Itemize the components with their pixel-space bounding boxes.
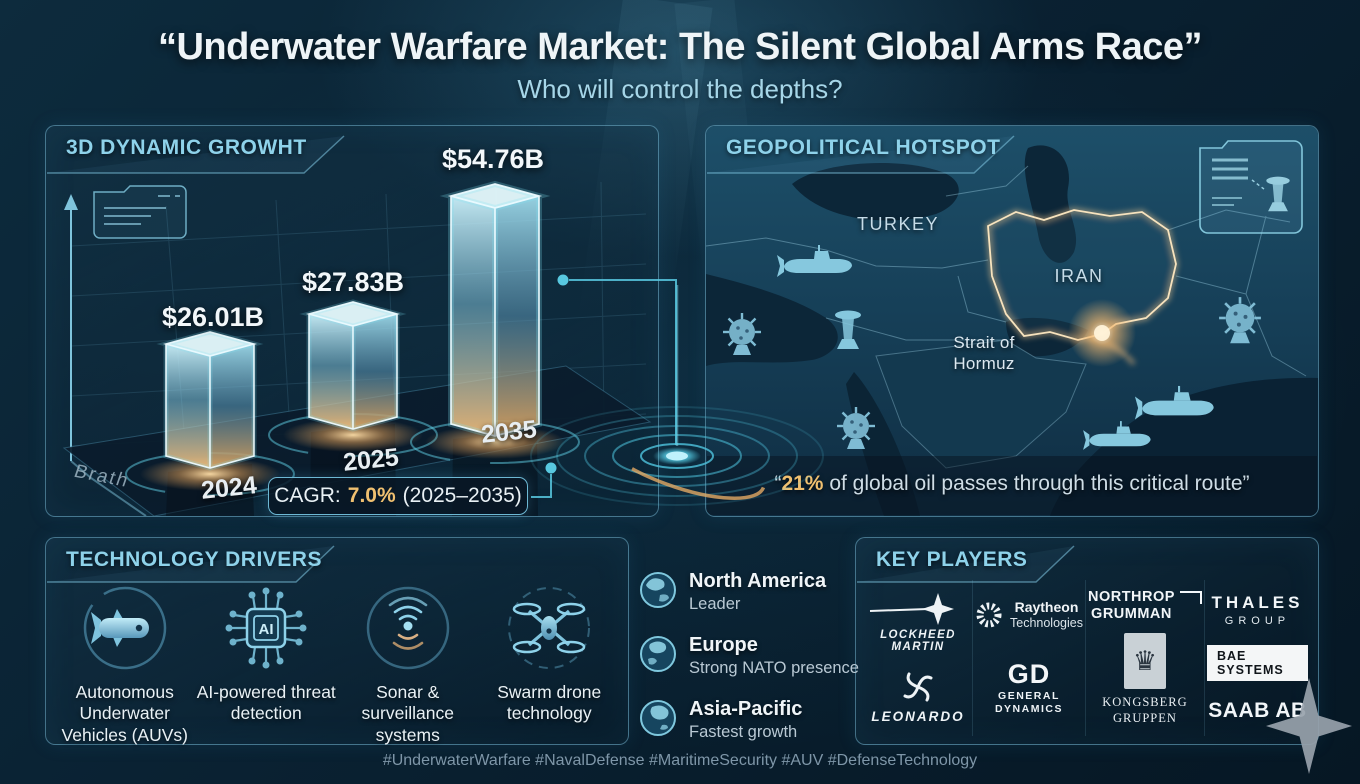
region-desc: Strong NATO presence	[689, 659, 859, 677]
players-column-3: NORTHROP GRUMMAN ♛ KONGSBERG GRUPPEN	[1084, 580, 1204, 736]
logo-lockheed-martin: LOCKHEED MARTIN	[866, 592, 970, 653]
tech-label: Swarm drone technology	[497, 682, 602, 724]
hud-panel-icon	[1199, 140, 1303, 234]
region-name: North America	[689, 570, 827, 592]
iran-outline	[985, 207, 1179, 343]
regions-list: North America Leader Europe Strong NATO …	[638, 570, 870, 762]
bar-2024	[156, 329, 264, 471]
label-strait-of-hormuz: Strait of Hormuz	[953, 333, 1015, 374]
tech-items: Autonomous Underwater Vehicles (AUVs)	[54, 582, 620, 746]
tech-item-sonar: Sonar & surveillance systems	[337, 582, 479, 746]
tech-label: Autonomous Underwater Vehicles (AUVs)	[61, 682, 188, 745]
cagr-value: 7.0%	[347, 484, 396, 507]
globe-icon	[640, 700, 676, 736]
growth-panel-title: 3D DYNAMIC GROWHT	[66, 136, 307, 159]
holo-card-icon	[93, 185, 187, 239]
kongsberg-crown-icon: ♛	[1123, 633, 1166, 690]
region-asia-pacific: Asia-Pacific Fastest growth	[638, 698, 870, 742]
region-desc: Fastest growth	[689, 723, 798, 741]
tech-panel-title: TECHNOLOGY DRIVERS	[66, 548, 322, 571]
footer-hashtags: #UnderwaterWarfare #NavalDefense #Mariti…	[382, 752, 978, 769]
logo-saab: SAAB AB	[1208, 699, 1307, 722]
region-name: Europe	[689, 634, 758, 656]
ai-chip-text: AI	[259, 621, 274, 638]
players-column-2: Raytheon Technologies GD GENERAL DYNAMIC…	[972, 580, 1085, 736]
bar-value-2035: $54.76B	[441, 144, 545, 174]
growth-panel: 3D DYNAMIC GROWHT	[45, 125, 659, 517]
tech-item-drone: Swarm drone technology	[479, 582, 621, 746]
swarm-drone-icon	[508, 587, 591, 669]
logo-kongsberg: ♛ KONGSBERG GRUPPEN	[1102, 633, 1187, 727]
region-desc: Leader	[689, 595, 741, 613]
map-panel-title: GEOPOLITICAL HOTSPOT	[726, 136, 1001, 159]
logo-raytheon: Raytheon Technologies	[975, 599, 1083, 631]
tech-panel: TECHNOLOGY DRIVERS Autonomous Underwater…	[45, 537, 629, 745]
tech-label: AI-powered threat detection	[196, 682, 336, 724]
bar-chart	[62, 180, 652, 516]
ai-chip-icon: AI	[225, 587, 307, 669]
logo-thales: THALES GROUP	[1211, 593, 1304, 627]
players-panel-title: KEY PLAYERS	[876, 548, 1028, 571]
bar-year-2035: 2035	[479, 415, 539, 449]
black-sea	[792, 162, 959, 221]
bar-glow-pads	[125, 413, 580, 496]
players-panel: KEY PLAYERS LOCKHEED MARTIN	[855, 537, 1319, 745]
sonar-icon	[366, 586, 449, 670]
northrop-bracket-icon	[1179, 591, 1202, 605]
bar-year-2024: 2024	[199, 471, 259, 505]
lockheed-star-icon	[869, 593, 954, 625]
arabian-sea	[1050, 377, 1318, 516]
quote-stat: 21%	[781, 472, 824, 495]
bar-value-2025: $27.83B	[301, 267, 405, 297]
raytheon-sunburst-icon	[976, 602, 1002, 628]
globe-icon	[640, 636, 676, 672]
middle-east-map	[706, 126, 1318, 516]
y-axis-arrow	[64, 194, 147, 516]
bar-value-2024: $26.01B	[161, 302, 265, 332]
logo-northrop-grumman: NORTHROP GRUMMAN	[1088, 589, 1202, 622]
sonar-orb	[653, 447, 701, 465]
page-title: “Underwater Warfare Market: The Silent G…	[157, 26, 1203, 68]
cagr-label: CAGR:	[274, 484, 341, 507]
bar-2035	[439, 180, 551, 440]
logo-bae-systems: BAE SYSTEMS	[1206, 645, 1308, 681]
tech-label: Sonar & surveillance systems	[361, 682, 454, 745]
region-name: Asia-Pacific	[689, 698, 803, 720]
red-sea	[846, 372, 920, 516]
players-grid: LOCKHEED MARTIN LEONARDO	[864, 580, 1310, 736]
arabian-peninsula	[875, 339, 1087, 469]
region-europe: Europe Strong NATO presence	[638, 634, 870, 678]
logo-leonardo: LEONARDO	[871, 669, 964, 724]
tech-item-auv: Autonomous Underwater Vehicles (AUVs)	[54, 582, 196, 746]
auv-icon	[83, 586, 166, 670]
cagr-badge: CAGR: 7.0% (2025–2035)	[268, 477, 528, 515]
globe-icon	[640, 572, 676, 608]
bar-year-2025: 2025	[341, 443, 401, 477]
map-panel: GEOPOLITICAL HOTSPOT TURKEY IRAN Strait …	[705, 125, 1319, 517]
players-column-4: THALES GROUP BAE SYSTEMS SAAB AB	[1203, 580, 1310, 736]
map-quote: “21% of global oil passes through this c…	[774, 472, 1250, 495]
leonardo-pinwheel-icon	[903, 672, 933, 702]
logo-general-dynamics: GD GENERAL DYNAMICS	[994, 658, 1063, 716]
page-subtitle: Who will control the depths?	[517, 74, 843, 104]
players-column-1: LOCKHEED MARTIN LEONARDO	[864, 580, 972, 736]
label-iran: IRAN	[1054, 266, 1104, 286]
label-turkey: TURKEY	[856, 214, 940, 234]
bar-2025	[299, 299, 407, 432]
tech-item-ai: AI AI-powered threat detection	[196, 582, 338, 746]
cagr-range: (2025–2035)	[402, 484, 522, 507]
region-north-america: North America Leader	[638, 570, 870, 614]
